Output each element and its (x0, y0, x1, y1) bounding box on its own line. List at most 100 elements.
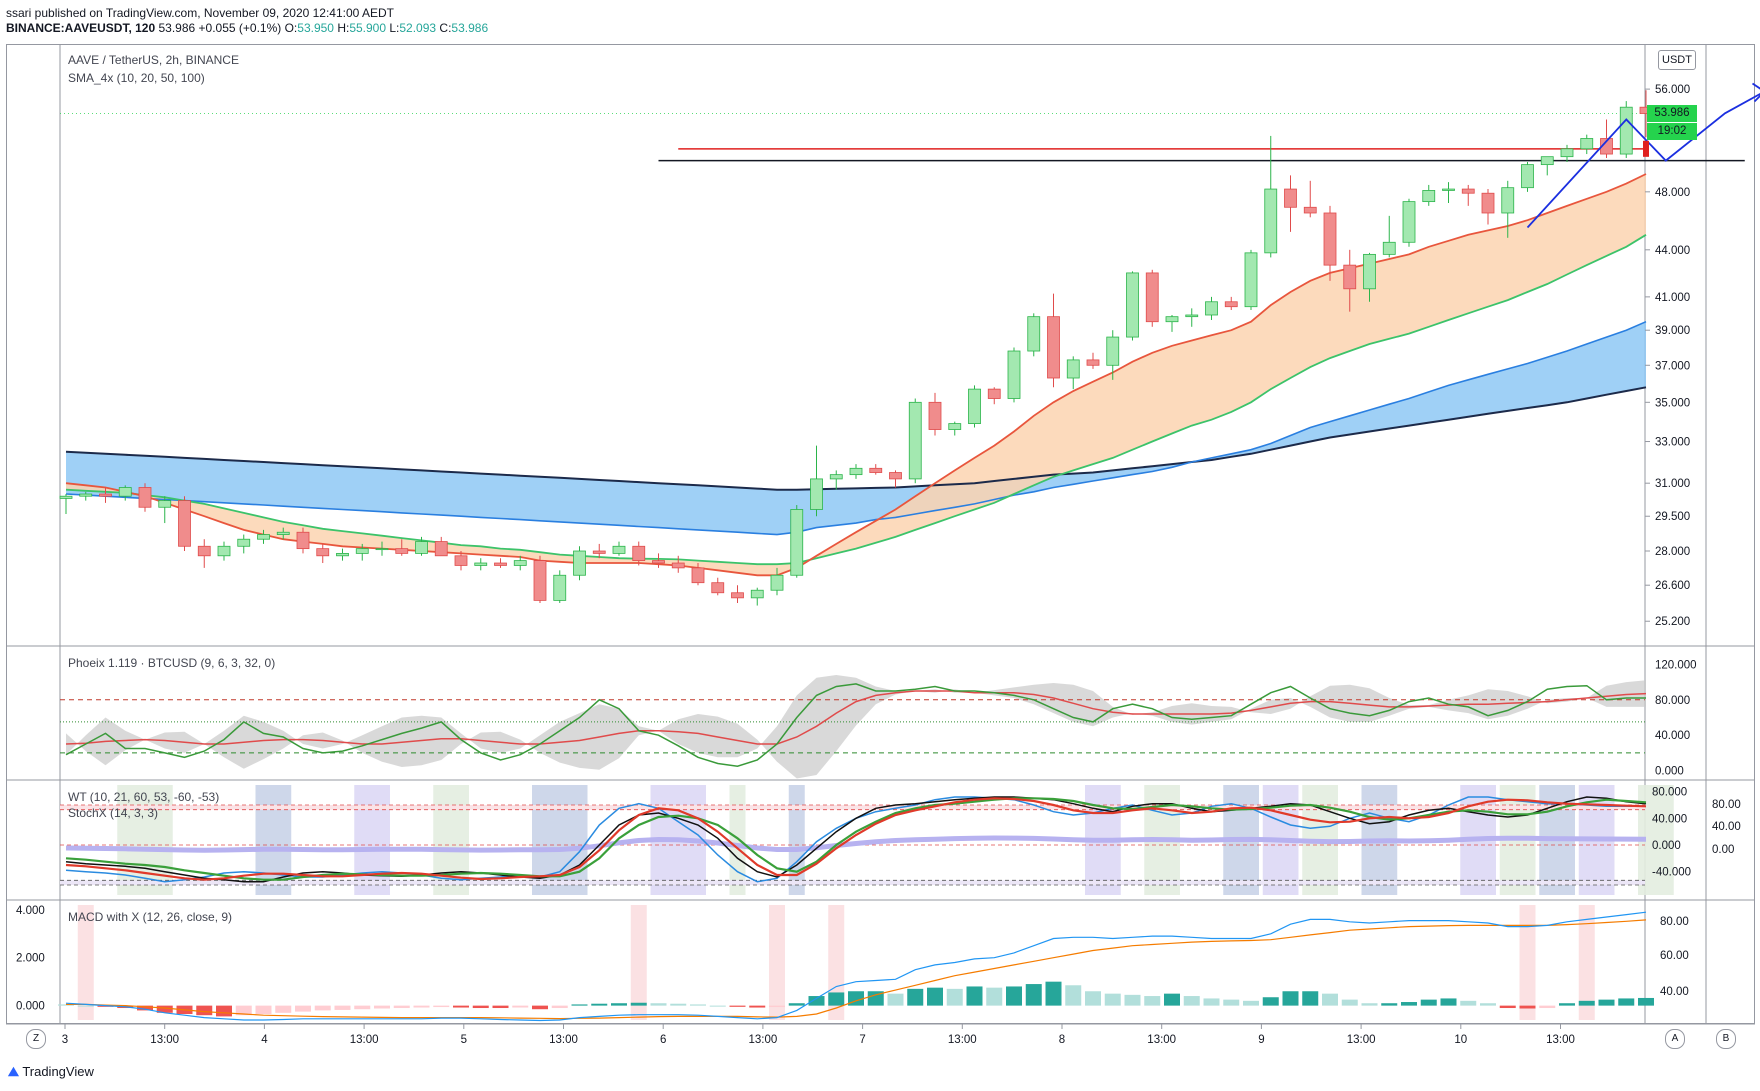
wt2-line (65, 797, 1647, 881)
candle-body (1343, 264, 1357, 290)
macd-right-tick-label: 40.00 (1660, 986, 1689, 998)
candle-body (138, 487, 152, 508)
candle-body (336, 552, 349, 557)
candle-body (731, 592, 744, 599)
candle-body (1521, 164, 1534, 189)
macd-histogram-bar (275, 1005, 292, 1013)
macd-label[interactable]: MACD with X (12, 26, close, 9) (68, 910, 233, 924)
macd-histogram-bar (1361, 1003, 1378, 1006)
wt-label[interactable]: WT (10, 21, 60, 53, -60, -53) (68, 790, 220, 804)
phoeix-tick-label: 40.000 (1655, 730, 1690, 742)
candle-body (652, 560, 665, 564)
candle-body (217, 545, 231, 557)
candle-body (1244, 252, 1258, 308)
phoeix-shadow-area (66, 675, 1646, 779)
axis-labels: 56.00048.00044.00041.00039.00037.00035.0… (16, 84, 1741, 1046)
stoch-tick-label: 0.00 (1712, 844, 1734, 856)
candle-body (711, 582, 725, 594)
macd-signal-line (66, 919, 1647, 1020)
macd-histogram-bar (216, 1005, 232, 1017)
phoeix-tick-label: 0.000 (1655, 766, 1684, 778)
sma-50-line (65, 320, 1647, 536)
macd-histogram-bar (77, 1005, 94, 1007)
candle-body (1540, 156, 1554, 166)
candle-body (691, 567, 705, 584)
candle-body (59, 495, 73, 499)
macd-histogram-bar (413, 1005, 430, 1008)
stoch-label[interactable]: StochX (14, 3, 3) (68, 806, 159, 820)
price-tick-label: 44.000 (1655, 245, 1690, 257)
candle-body (79, 493, 93, 497)
resistance-marker (1643, 140, 1649, 157)
candle-body (1560, 148, 1574, 158)
candle-body (573, 550, 586, 576)
candle-body (1126, 272, 1139, 338)
candle-body (928, 401, 942, 430)
close-value: 53.986 (451, 21, 489, 35)
tradingview-logo[interactable]: ⛰ TradingView (8, 1064, 94, 1080)
symbol: BINANCE:AAVEUSDT, 120 (6, 21, 156, 35)
macd-histogram-bar (1104, 993, 1121, 1006)
candle-body (197, 545, 211, 557)
macd-histogram-bar (749, 1005, 766, 1008)
macd-histogram-bar (1499, 1005, 1516, 1009)
pair-label: AAVE / TetherUS, 2h, BINANCE (68, 53, 239, 67)
candle-body (494, 562, 507, 566)
macd-right-tick-label: 80.00 (1660, 916, 1689, 928)
macd-histogram-bar (1420, 999, 1437, 1006)
macd-histogram-bar (433, 1005, 450, 1008)
candle-body (296, 531, 310, 550)
auto-scale-button[interactable]: A (1665, 1029, 1685, 1049)
price-tick-label: 31.000 (1655, 478, 1690, 490)
macd-histogram-bar (1006, 986, 1022, 1006)
candle-body (987, 388, 1001, 399)
zoom-button[interactable]: Z (26, 1029, 46, 1049)
btn-b[interactable]: B (1716, 1029, 1736, 1049)
macd-histogram-bar (709, 1005, 726, 1007)
candle-body (632, 545, 646, 562)
last-price: 53.986 (158, 21, 196, 35)
macd-signal-band (630, 905, 647, 1020)
macd-histogram-bar (1262, 997, 1279, 1006)
price-tick-label: 25.200 (1655, 616, 1690, 628)
candle-body (533, 560, 547, 601)
candle-body (474, 562, 488, 566)
candle-body (237, 538, 251, 547)
candle-body (99, 493, 112, 497)
candle-body (1501, 187, 1515, 214)
macd-histogram-bar (1302, 991, 1319, 1006)
macd-histogram-bar (927, 987, 943, 1006)
stoch-zero-ribbon (65, 835, 1647, 853)
candle-body (178, 500, 191, 547)
currency-button[interactable]: USDT (1658, 50, 1696, 70)
macd-histogram-bar (966, 986, 983, 1006)
macd-tick-label: 2.000 (16, 953, 45, 965)
symbol-line: BINANCE:AAVEUSDT, 120 53.986 +0.055 (+0.… (6, 21, 489, 35)
phoeix-label[interactable]: Phoeix 1.119 · BTCUSD (9, 6, 3, 32, 0) (68, 656, 276, 670)
macd-histogram-bar (571, 1004, 588, 1006)
time-tick-label: 13:00 (749, 1034, 778, 1046)
sma-label[interactable]: SMA_4x (10, 20, 50, 100) (68, 71, 205, 85)
macd-histogram-bar (611, 1003, 627, 1006)
macd-histogram-bar (1401, 1002, 1417, 1006)
candle-body (1047, 316, 1060, 379)
candle-body (276, 531, 290, 535)
candle-body (1600, 138, 1613, 155)
macd-histogram-bar (1183, 996, 1200, 1006)
macd-histogram-bar (295, 1005, 311, 1012)
macd-signal-band (828, 905, 845, 1020)
macd-tick-label: 0.000 (16, 1001, 45, 1013)
macd-histogram-bar (690, 1004, 706, 1006)
wt-oversold-zone (60, 880, 1645, 885)
wt-tick-label: 40.000 (1652, 813, 1687, 825)
candle-body (869, 467, 883, 473)
candle-body (612, 545, 626, 554)
projection-path (1526, 92, 1760, 229)
candle-body (968, 388, 981, 424)
candle-body (1007, 350, 1021, 399)
candle-body (592, 550, 606, 554)
sma-50-100-fill (66, 321, 1646, 535)
macd-histogram-bar (1578, 1000, 1595, 1006)
macd-histogram-bar (1045, 981, 1062, 1006)
